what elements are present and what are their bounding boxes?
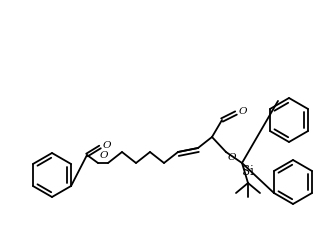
Text: O: O (103, 141, 112, 151)
Text: O: O (100, 151, 109, 160)
Text: O: O (228, 153, 236, 162)
Text: Si: Si (242, 165, 254, 178)
Text: O: O (239, 107, 247, 115)
